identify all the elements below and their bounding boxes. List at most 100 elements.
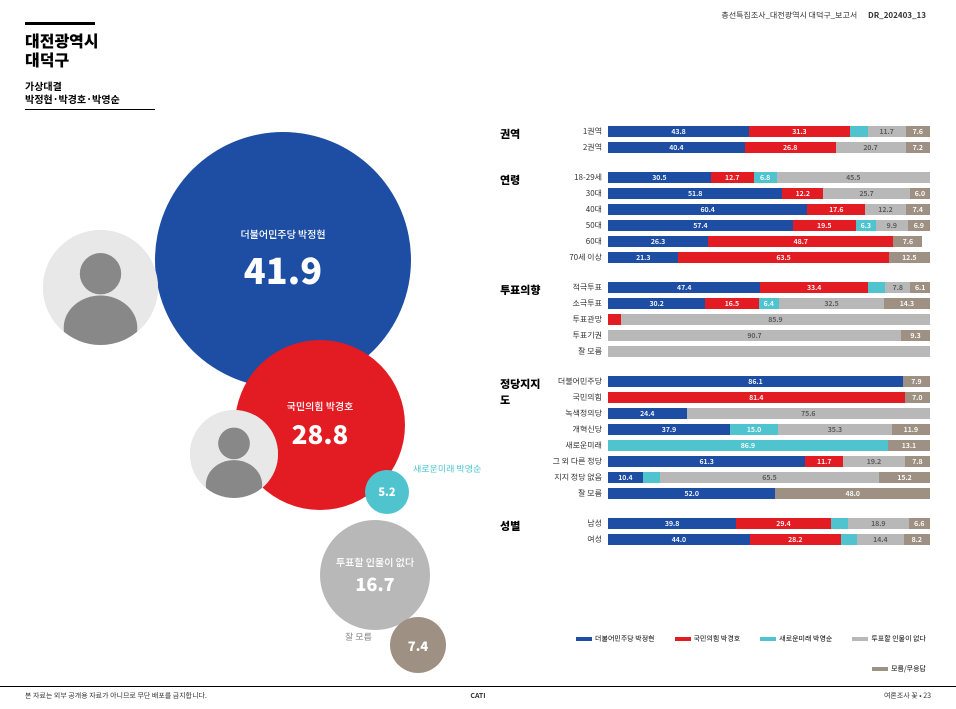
bar-row: 더불어민주당86.17.9 — [550, 375, 930, 388]
footer-center: CATI — [470, 691, 485, 701]
bar-row: 60대26.348.77.6 — [550, 235, 930, 248]
row-label: 70세 이상 — [550, 252, 608, 263]
row-label: 투표기권 — [550, 330, 608, 341]
legend-item: 새로운미래 박영순 — [760, 634, 832, 644]
section-title: 투표의향 — [500, 281, 550, 361]
stacked-bar: 24.475.6 — [608, 408, 930, 419]
bar-row: 30대51.812.225.76.0 — [550, 187, 930, 200]
bubble-chart: 더불어민주당 박정현41.9국민의힘 박경호28.85.2새로운미래 박영순투표… — [35, 120, 475, 640]
bar-row: 개혁신당37.915.035.311.9 — [550, 423, 930, 436]
legend-swatch — [576, 637, 592, 641]
bar-segment: 28.2 — [750, 534, 841, 545]
legend-swatch — [760, 637, 776, 641]
bar-segment: 26.8 — [745, 142, 836, 153]
row-label: 40대 — [550, 204, 608, 215]
bar-segment: 6.9 — [908, 220, 930, 231]
stacked-bar: 57.419.56.39.96.9 — [608, 220, 930, 231]
bar-segment: 18.9 — [848, 518, 909, 529]
section-title: 정당지지도 — [500, 375, 550, 503]
bar-segment: 6.4 — [759, 298, 780, 309]
bar-row: 잘 모름 — [550, 345, 930, 358]
row-label: 30대 — [550, 188, 608, 199]
bar-segment: 19.5 — [793, 220, 856, 231]
bar-segment: 86.9 — [608, 440, 888, 451]
section-title: 연령 — [500, 171, 550, 267]
bubble-value: 16.7 — [355, 571, 394, 597]
bar-segment: 30.5 — [608, 172, 711, 183]
bar-segment: 48.7 — [708, 236, 893, 247]
row-label: 잘 모름 — [550, 346, 608, 357]
bar-segment: 15.2 — [879, 472, 930, 483]
stacked-bar: 21.363.512.5 — [608, 252, 930, 263]
bar-row: 적극투표47.433.47.86.1 — [550, 281, 930, 294]
title-sub2: 박정현·박경호·박영순 — [25, 92, 155, 105]
bar-row: 70세 이상21.363.512.5 — [550, 251, 930, 264]
bar-segment — [868, 282, 885, 293]
bar-segment: 47.4 — [608, 282, 760, 293]
bar-segment: 63.5 — [678, 252, 888, 263]
row-label: 그 외 다른 정당 — [550, 456, 608, 467]
portrait-1 — [190, 410, 278, 498]
bar-segment: 7.6 — [906, 126, 930, 137]
bubble-label-out: 잘 모름 — [345, 630, 372, 643]
stacked-bar: 86.17.9 — [608, 376, 930, 387]
stacked-bar: 51.812.225.76.0 — [608, 188, 930, 199]
bubble-2: 5.2 — [365, 470, 409, 514]
stacked-bar: 10.465.515.2 — [608, 472, 930, 483]
bar-segment — [643, 472, 660, 483]
section: 권역1권역43.831.311.77.62권역40.426.820.77.2 — [500, 125, 930, 157]
bar-segment: 24.4 — [608, 408, 687, 419]
bar-segment: 12.5 — [889, 252, 930, 263]
bar-segment: 60.4 — [608, 204, 807, 215]
bar-segment: 9.3 — [901, 330, 930, 341]
bar-row: 그 외 다른 정당61.311.719.27.8 — [550, 455, 930, 468]
bar-row: 남성39.829.418.96.6 — [550, 517, 930, 530]
bar-row: 소극투표30.216.56.432.514.3 — [550, 297, 930, 310]
bar-segment: 20.7 — [836, 142, 906, 153]
bar-segment: 6.6 — [909, 518, 930, 529]
title-rule — [25, 22, 95, 25]
bar-segment: 11.7 — [805, 456, 843, 467]
stacked-bar: 37.915.035.311.9 — [608, 424, 930, 435]
legend-swatch — [852, 637, 868, 641]
bubble-label-out: 새로운미래 박영순 — [413, 462, 481, 475]
bar-row: 18-29세30.512.76.845.5 — [550, 171, 930, 184]
bar-row: 2권역40.426.820.77.2 — [550, 141, 930, 154]
legend-text: 모름/무응답 — [891, 664, 926, 674]
footer: 본 자료는 외부 공개용 자료가 아니므로 무단 배포를 금지합니다. CATI… — [0, 686, 956, 701]
bar-segment — [608, 346, 930, 357]
doc-header: 총선특집조사_대전광역시 대덕구_보고서 DR_202403_13 — [721, 10, 926, 21]
stacked-bar: 85.9 — [608, 314, 930, 325]
bar-segment: 90.7 — [608, 330, 901, 341]
stacked-bar: 26.348.77.6 — [608, 236, 930, 247]
section: 투표의향적극투표47.433.47.86.1 소극투표30.216.56.432.… — [500, 281, 930, 361]
bar-segment: 6.1 — [910, 282, 930, 293]
bar-row: 투표관망85.9 — [550, 313, 930, 326]
section: 성별남성39.829.418.96.6여성44.028.214.48.2 — [500, 517, 930, 549]
row-label: 여성 — [550, 534, 608, 545]
bar-segment: 14.3 — [884, 298, 930, 309]
bar-segment: 12.7 — [711, 172, 754, 183]
bar-segment: 85.9 — [621, 314, 930, 325]
stacked-bar: 90.79.3 — [608, 330, 930, 341]
bar-segment: 21.3 — [608, 252, 678, 263]
section-rows: 1권역43.831.311.77.62권역40.426.820.77.2 — [550, 125, 930, 157]
bar-segment: 7.4 — [906, 204, 930, 215]
stacked-bar: 86.913.1 — [608, 440, 930, 451]
bar-row: 50대57.419.56.39.96.9 — [550, 219, 930, 232]
bar-segment: 48.0 — [775, 488, 930, 499]
bar-segment: 14.4 — [857, 534, 903, 545]
bar-segment: 35.3 — [778, 424, 892, 435]
section-title: 성별 — [500, 517, 550, 549]
doc-title: 총선특집조사_대전광역시 대덕구_보고서 — [721, 10, 857, 21]
portrait-0 — [43, 230, 158, 345]
bar-segment: 61.3 — [608, 456, 805, 467]
stacked-bar: 60.417.612.27.4 — [608, 204, 930, 215]
bubble-value: 7.4 — [408, 636, 428, 655]
title-block: 대전광역시 대덕구 가상대결 박정현·박경호·박영순 — [25, 22, 155, 110]
bar-segment: 7.2 — [906, 142, 930, 153]
bar-row: 투표기권90.79.3 — [550, 329, 930, 342]
legend-text: 더불어민주당 박정현 — [595, 634, 655, 644]
row-label: 소극투표 — [550, 298, 608, 309]
footer-right: 여론조사 꽃 • 23 — [884, 691, 931, 701]
